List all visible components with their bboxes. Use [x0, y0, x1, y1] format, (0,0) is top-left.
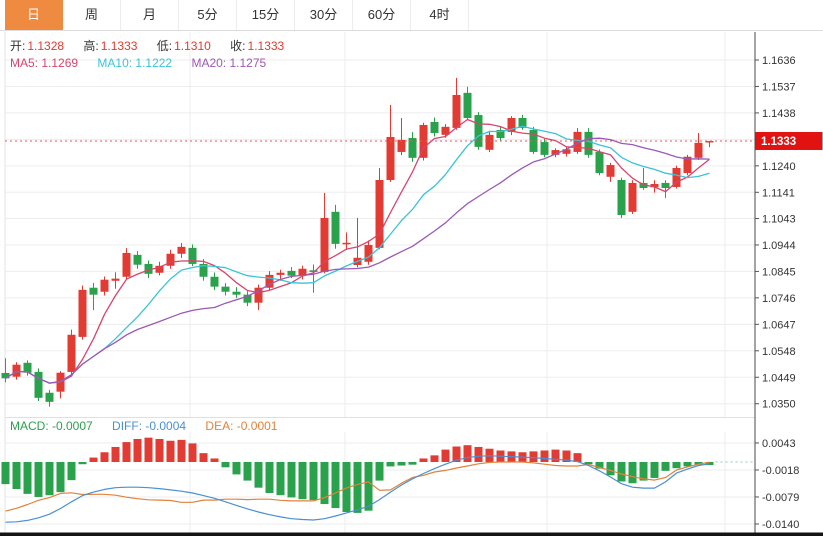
svg-text:1.0548: 1.0548	[762, 346, 796, 358]
tab-30min[interactable]: 30分	[295, 0, 353, 30]
tab-month[interactable]: 月	[121, 0, 179, 30]
bottom-border	[0, 532, 823, 536]
svg-text:-0.0079: -0.0079	[762, 492, 799, 504]
svg-text:1.1438: 1.1438	[762, 108, 796, 120]
ma5-line	[5, 118, 710, 384]
ma20-line	[5, 137, 710, 384]
dea-line	[5, 461, 710, 512]
tab-day[interactable]: 日	[5, 0, 63, 30]
svg-text:1.0944: 1.0944	[762, 240, 796, 252]
svg-text:0.0043: 0.0043	[762, 438, 796, 450]
svg-text:1.0746: 1.0746	[762, 293, 796, 305]
tab-60min[interactable]: 60分	[353, 0, 411, 30]
svg-text:1.1043: 1.1043	[762, 213, 796, 225]
svg-text:1.1141: 1.1141	[762, 187, 795, 199]
last-price-tag: 1.1333	[755, 131, 823, 150]
svg-text:1.0647: 1.0647	[762, 319, 796, 331]
candles	[1, 77, 714, 407]
chart-canvas[interactable]: 1.1636 1.1537 1.1438 1.1240 1.1141 1.1043 1.09…	[0, 31, 823, 538]
svg-text:1.1636: 1.1636	[762, 55, 796, 67]
svg-text:-0.0018: -0.0018	[762, 465, 799, 477]
macd-histogram	[1, 437, 714, 513]
tab-week[interactable]: 周	[63, 0, 121, 30]
timeframe-tabbar: 日 周 月 5分 15分 30分 60分 4时	[0, 0, 823, 31]
svg-text:1.0449: 1.0449	[762, 372, 796, 384]
price-axis-labels: 1.1636 1.1537 1.1438 1.1240 1.1141 1.1043 1.09…	[755, 55, 796, 411]
svg-text:-0.0140: -0.0140	[762, 519, 799, 531]
diff-line	[5, 455, 710, 523]
tab-5min[interactable]: 5分	[179, 0, 237, 30]
ma10-line	[5, 125, 710, 384]
macd-axis-labels: 0.0043 -0.0018 -0.0079 -0.0140	[755, 438, 799, 531]
svg-text:1.1537: 1.1537	[762, 81, 796, 93]
svg-text:1.0845: 1.0845	[762, 266, 796, 278]
svg-text:1.0350: 1.0350	[762, 399, 796, 411]
tab-15min[interactable]: 15分	[237, 0, 295, 30]
svg-text:1.1333: 1.1333	[761, 136, 796, 148]
svg-text:1.1240: 1.1240	[762, 161, 796, 173]
tab-4hour[interactable]: 4时	[411, 0, 469, 30]
